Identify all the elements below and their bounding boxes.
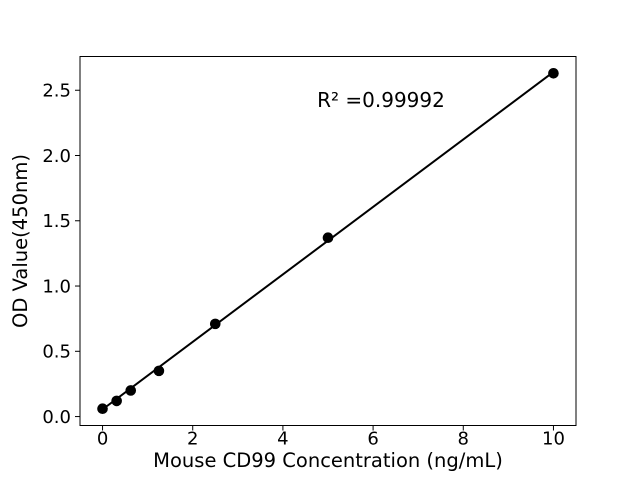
- y-axis-label: OD Value(450nm): [9, 154, 32, 328]
- x-axis-label: Mouse CD99 Concentration (ng/mL): [153, 449, 503, 472]
- y-tick-label: 2.0: [42, 146, 71, 167]
- y-tick-label: 0.5: [42, 342, 71, 363]
- y-tick-label: 1.0: [42, 276, 71, 297]
- x-tick-label: 8: [458, 429, 469, 450]
- data-point: [548, 67, 559, 79]
- y-tick-label: 0.0: [42, 407, 71, 428]
- data-point: [125, 385, 137, 396]
- data-point: [209, 318, 221, 330]
- x-tick-label: 10: [542, 429, 565, 450]
- x-tick-label: 6: [367, 429, 378, 450]
- x-tick-label: 0: [97, 429, 108, 450]
- x-tick-label: 2: [187, 429, 198, 450]
- x-tick-label: 4: [277, 429, 288, 450]
- data-point: [111, 395, 122, 407]
- data-point: [153, 365, 165, 377]
- data-point: [97, 403, 108, 415]
- y-tick-label: 2.5: [42, 81, 71, 102]
- data-point: [322, 232, 334, 244]
- y-tick-label: 1.5: [42, 211, 71, 232]
- r-squared-annotation: R² =0.99992: [317, 88, 445, 112]
